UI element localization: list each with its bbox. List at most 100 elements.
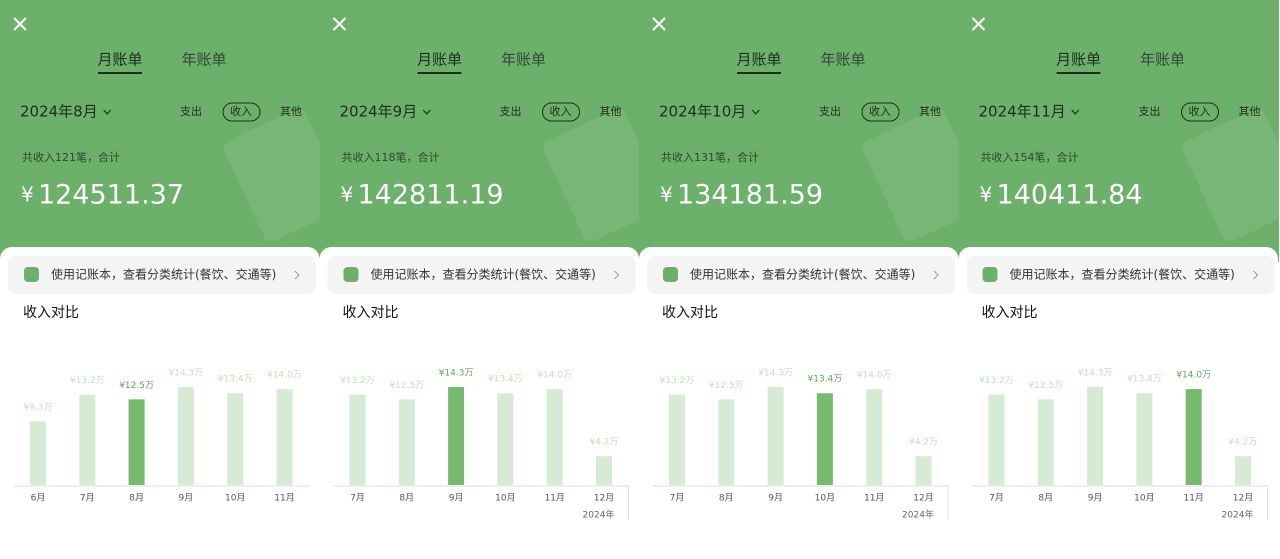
bar[interactable] — [767, 387, 784, 485]
banner[interactable] — [327, 256, 636, 294]
filter[interactable]: 其他 — [600, 105, 622, 118]
bar[interactable] — [1037, 399, 1054, 485]
bar[interactable] — [177, 387, 194, 485]
bar[interactable] — [1136, 393, 1153, 485]
chevron-right — [294, 270, 300, 280]
bar[interactable] — [448, 387, 465, 485]
banner[interactable] — [647, 256, 955, 294]
bar[interactable] — [276, 389, 293, 485]
x-note: 2024年 — [1222, 509, 1254, 521]
x-tick-label: 6月 — [31, 493, 46, 504]
chevron-down — [103, 109, 112, 115]
chevron-right — [1253, 270, 1259, 280]
close-button[interactable] — [971, 17, 986, 31]
x-tick-label: 10月 — [225, 493, 245, 504]
tab[interactable]: 年账单 — [820, 51, 865, 69]
value-label: ¥14.3万 — [1078, 369, 1113, 379]
tab[interactable]: 年账单 — [181, 51, 226, 69]
tab[interactable]: 年账单 — [501, 51, 546, 69]
summary: 共收入131笔，合计 — [661, 150, 759, 164]
value-label: ¥12.5万 — [119, 381, 154, 391]
x-tick-label: 10月 — [815, 493, 835, 504]
header-bg — [639, 0, 960, 262]
banner-icon — [663, 267, 678, 282]
bar[interactable] — [227, 393, 244, 485]
bar[interactable] — [1235, 456, 1251, 485]
x-tick-label: 12月 — [1233, 493, 1253, 504]
filter[interactable]: 其他 — [280, 105, 302, 118]
section-title: 收入对比 — [343, 305, 399, 321]
tab-active[interactable]: 月账单 — [1056, 51, 1101, 69]
close-button[interactable] — [332, 17, 347, 31]
x-tick-label: 7月 — [670, 493, 685, 504]
tab[interactable]: 年账单 — [1140, 51, 1185, 69]
value-label: ¥4.2万 — [589, 438, 618, 448]
value-label: ¥4.2万 — [909, 438, 938, 448]
header-decoration — [1182, 108, 1280, 242]
bar[interactable] — [669, 394, 685, 485]
bar[interactable] — [128, 399, 145, 485]
close-button[interactable] — [652, 17, 666, 31]
bar[interactable] — [596, 456, 612, 485]
value-label: ¥13.2万 — [979, 376, 1014, 386]
tab-active[interactable]: 月账单 — [417, 51, 462, 69]
header-bg — [0, 0, 321, 262]
value-label: ¥13.4万 — [218, 375, 253, 385]
x-tick-label: 10月 — [495, 493, 515, 504]
month-picker[interactable]: 2024年9月 — [340, 103, 418, 121]
filter[interactable]: 收入 — [550, 104, 572, 118]
x-tick-label: 8月 — [719, 493, 734, 504]
bar[interactable] — [30, 421, 46, 485]
filter[interactable]: 支出 — [180, 104, 202, 118]
section-title: 收入对比 — [982, 305, 1038, 321]
tab-underline — [737, 72, 781, 74]
close-button[interactable] — [13, 17, 27, 31]
bar[interactable] — [497, 393, 514, 485]
x-tick-label: 11月 — [544, 493, 564, 504]
filter[interactable]: 收入 — [869, 104, 891, 118]
filter[interactable]: 收入 — [230, 104, 252, 118]
tab-active[interactable]: 月账单 — [736, 51, 781, 69]
filter[interactable]: 其他 — [919, 105, 941, 118]
chevron-down — [1071, 109, 1080, 115]
bar[interactable] — [866, 389, 883, 485]
value-label: ¥13.4万 — [808, 375, 843, 385]
header-decoration — [862, 108, 986, 242]
value-label: ¥12.5万 — [1028, 381, 1063, 391]
value-label: ¥14.3万 — [169, 369, 204, 379]
bar[interactable] — [546, 389, 563, 485]
bar[interactable] — [718, 399, 735, 485]
bar[interactable] — [915, 456, 932, 485]
filter[interactable]: 支出 — [819, 104, 841, 118]
filter[interactable]: 收入 — [1189, 104, 1211, 118]
bar[interactable] — [988, 394, 1005, 485]
bar[interactable] — [1087, 387, 1104, 485]
filter[interactable]: 其他 — [1239, 105, 1261, 118]
value-label: ¥14.0万 — [267, 371, 302, 381]
value-label: ¥9.3万 — [23, 403, 52, 413]
tab-active[interactable]: 月账单 — [97, 51, 142, 69]
section-title: 收入对比 — [662, 305, 718, 321]
summary: 共收入118笔，合计 — [342, 150, 440, 164]
amount: 124511.37 — [38, 180, 184, 211]
banner[interactable] — [966, 256, 1275, 294]
month-picker[interactable]: 2024年8月 — [20, 103, 98, 121]
summary: 共收入154笔，合计 — [981, 150, 1079, 164]
bar[interactable] — [398, 399, 415, 485]
x-tick-label: 12月 — [594, 493, 614, 504]
month-picker[interactable]: 2024年10月 — [659, 103, 746, 121]
bar[interactable] — [79, 394, 96, 485]
bar[interactable] — [1185, 389, 1202, 485]
banner[interactable] — [8, 256, 316, 294]
x-tick-label: 7月 — [989, 493, 1004, 504]
summary: 共收入121笔，合计 — [22, 150, 120, 164]
bar[interactable] — [816, 393, 833, 485]
filter[interactable]: 支出 — [500, 104, 522, 118]
month-picker[interactable]: 2024年11月 — [979, 103, 1066, 121]
currency: ¥ — [21, 183, 34, 207]
tab-underline — [98, 72, 142, 74]
bar[interactable] — [349, 394, 366, 485]
filter-pill — [1181, 102, 1219, 122]
filter[interactable]: 支出 — [1139, 104, 1161, 118]
